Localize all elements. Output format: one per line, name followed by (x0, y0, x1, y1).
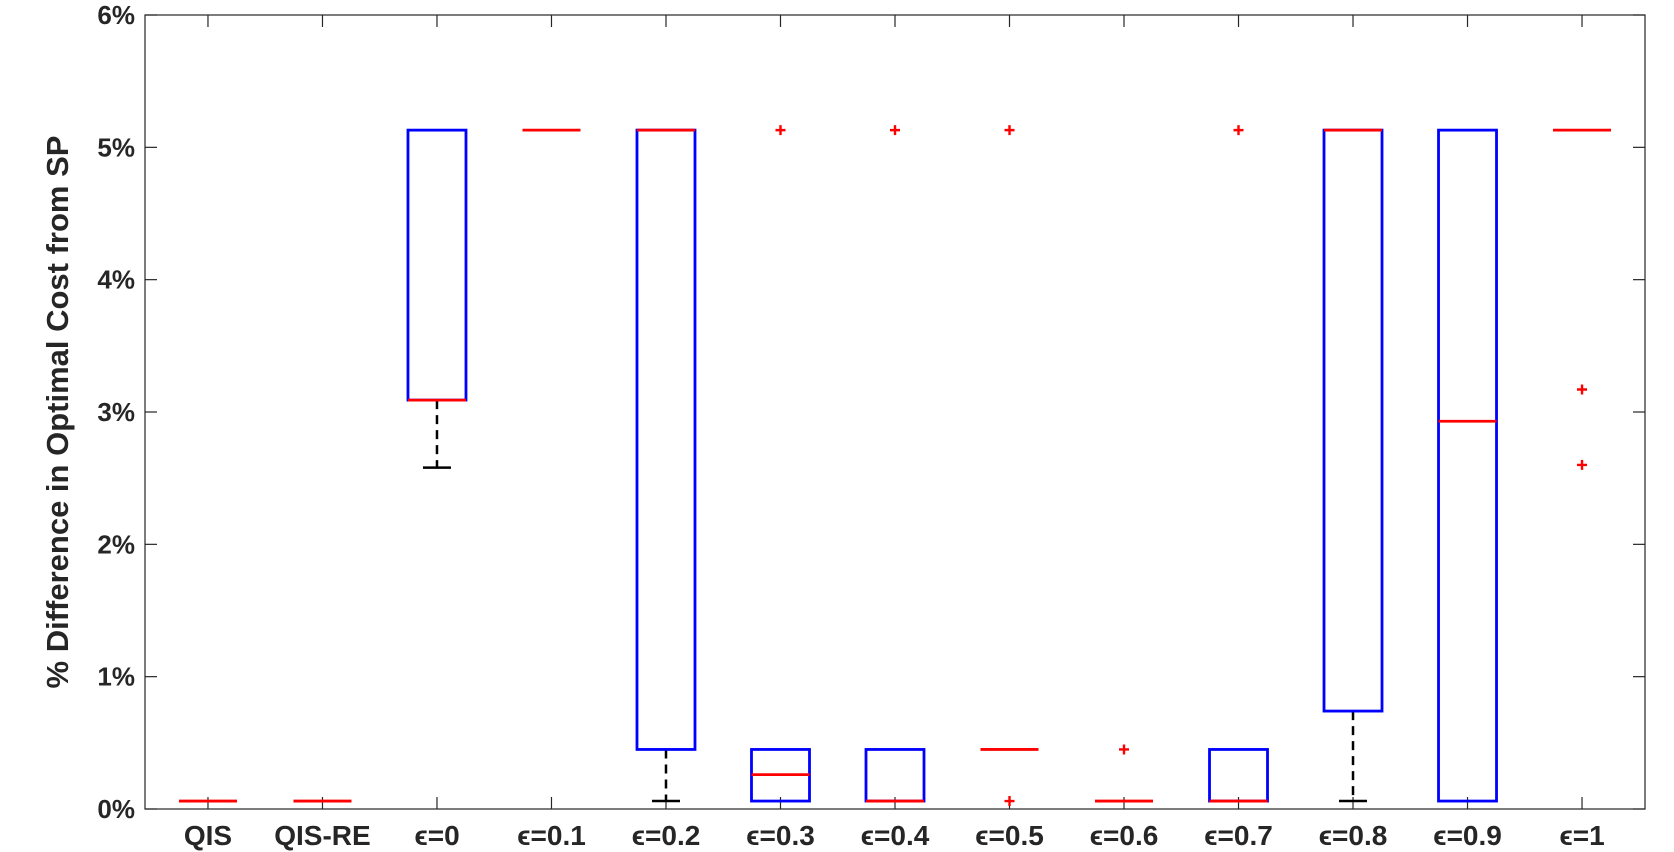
x-tick-label: ϵ=0.1 (517, 820, 586, 851)
box-series (178, 125, 1612, 807)
box-group (1437, 128, 1498, 803)
outlier-point (1004, 125, 1015, 136)
y-tick-label: 2% (97, 529, 135, 559)
outlier-point (1004, 796, 1015, 807)
y-tick-label: 6% (97, 0, 135, 30)
y-axis-label: % Difference in Optimal Cost from SP (40, 136, 75, 689)
x-tick-label: QIS-RE (274, 820, 370, 851)
y-axis-ticks: 0% 1% 2% 3% 4% 5% 6% (97, 0, 1645, 824)
box-group (750, 125, 811, 803)
outlier-point (890, 125, 900, 136)
outlier-point (1233, 125, 1244, 136)
x-tick-label: ϵ=0 (414, 820, 459, 851)
x-tick-label: ϵ=0.2 (632, 820, 701, 851)
box-group (1095, 744, 1154, 803)
box-group (1322, 128, 1384, 803)
box-group (1553, 128, 1612, 470)
x-tick-label: ϵ=0.8 (1319, 820, 1388, 851)
x-tick-label: ϵ=0.3 (746, 820, 815, 851)
y-tick-label: 4% (97, 265, 135, 295)
box-group (406, 128, 468, 469)
y-tick-label: 3% (97, 397, 135, 427)
box-group (864, 125, 926, 803)
outlier-point (1577, 459, 1588, 470)
x-axis-ticks: QIS QIS-RE ϵ=0 ϵ=0.1 ϵ=0.2 ϵ=0.3 ϵ=0.4 ϵ=0.5 ϵ=0… (184, 15, 1605, 851)
x-tick-label: ϵ=0.9 (1433, 820, 1502, 851)
box-iqr (1437, 128, 1498, 803)
outlier-point (1577, 384, 1588, 395)
outlier-point (1119, 744, 1130, 755)
y-tick-label: 1% (97, 662, 135, 692)
x-tick-label: ϵ=0.5 (975, 820, 1044, 851)
box-group (980, 125, 1039, 807)
x-tick-label: QIS (184, 820, 232, 851)
x-tick-label: ϵ=1 (1559, 820, 1604, 851)
plot-area (144, 14, 1646, 810)
x-tick-label: ϵ=0.7 (1204, 820, 1273, 851)
y-tick-label: 0% (97, 794, 135, 824)
x-tick-label: ϵ=0.4 (861, 820, 930, 851)
box-group (1208, 125, 1269, 803)
box-group (635, 128, 697, 803)
y-tick-label: 5% (97, 132, 135, 162)
outlier-point (775, 125, 786, 136)
x-tick-label: ϵ=0.6 (1090, 820, 1159, 851)
